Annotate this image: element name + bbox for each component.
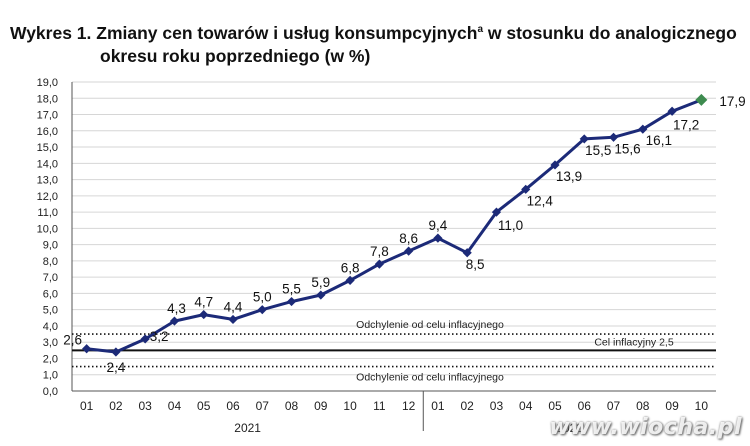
y-tick-label: 18,0	[37, 93, 58, 105]
y-tick-label: 2,0	[43, 353, 58, 365]
data-point	[491, 207, 502, 217]
y-tick-label: 10,0	[37, 223, 58, 235]
y-tick-label: 11,0	[37, 207, 58, 219]
data-label: 9,4	[429, 218, 448, 233]
x-tick-label: 03	[139, 399, 153, 413]
y-tick-label: 4,0	[43, 321, 58, 333]
data-point	[169, 316, 180, 326]
data-label: 13,9	[556, 169, 582, 184]
x-tick-label: 08	[285, 399, 299, 413]
data-label: 2,4	[107, 360, 126, 375]
data-label: 5,0	[253, 290, 272, 305]
data-label: 4,3	[167, 301, 186, 316]
y-tick-label: 13,0	[37, 175, 58, 187]
data-point	[316, 290, 326, 300]
chart-title-line2: okresu roku poprzedniego (w %)	[100, 45, 371, 66]
x-tick-label: 02	[109, 399, 123, 413]
series-line	[86, 98, 702, 354]
data-label: 17,2	[673, 117, 699, 132]
data-label: 12,4	[527, 193, 554, 208]
data-point	[433, 233, 443, 243]
target-line-label: Cel inflacyjny 2,5	[594, 336, 674, 348]
x-tick-label: 09	[314, 399, 328, 413]
chart-title-line1: Wykres 1. Zmiany cen towarów i usług kon…	[10, 22, 478, 43]
x-tick-label: 05	[548, 399, 562, 413]
x-tick-label: 07	[607, 399, 621, 413]
y-tick-label: 0,0	[43, 386, 58, 398]
x-tick-label: 12	[402, 399, 416, 413]
y-tick-label: 3,0	[43, 337, 58, 349]
data-label: 6,8	[341, 260, 360, 275]
y-tick-label: 12,0	[37, 191, 58, 203]
data-point	[199, 309, 209, 320]
data-label: 7,8	[370, 244, 389, 259]
data-point	[257, 305, 267, 315]
x-tick-label: 06	[578, 399, 592, 413]
data-point	[140, 334, 150, 344]
tolerance-upper-label: Odchylenie od celu inflacyjnego	[356, 319, 504, 331]
y-tick-label: 1,0	[43, 370, 58, 382]
data-point	[695, 93, 708, 106]
year-label: 2022	[556, 421, 583, 435]
data-point	[521, 184, 531, 194]
data-point	[667, 106, 677, 116]
y-tick-label: 15,0	[37, 142, 58, 154]
x-tick-label: 02	[461, 399, 475, 413]
chart-title-line1-rest: w stosunku do analogicznego	[483, 22, 737, 43]
x-tick-label: 04	[168, 399, 182, 413]
data-label: 4,4	[224, 299, 243, 314]
x-tick-label: 06	[226, 399, 240, 413]
y-tick-label: 17,0	[37, 110, 58, 122]
x-tick-label: 09	[665, 399, 679, 413]
data-label: 5,5	[282, 282, 301, 297]
data-point	[404, 246, 414, 256]
x-tick-label: 05	[197, 399, 211, 413]
data-point	[374, 259, 384, 269]
y-tick-label: 5,0	[43, 305, 58, 317]
x-tick-label: 11	[373, 399, 386, 413]
data-point	[579, 134, 589, 144]
data-label: 8,6	[399, 231, 418, 246]
x-tick-label: 01	[80, 399, 94, 413]
y-tick-label: 6,0	[43, 288, 58, 300]
data-point	[228, 314, 238, 325]
y-tick-label: 9,0	[43, 240, 58, 252]
data-point	[286, 296, 297, 307]
data-label: 16,1	[646, 133, 672, 148]
data-point	[550, 160, 560, 170]
x-tick-label: 01	[431, 399, 445, 413]
x-tick-label: 10	[343, 399, 357, 413]
x-tick-label: 04	[519, 399, 533, 413]
x-tick-label: 08	[636, 399, 650, 413]
year-label: 2021	[234, 421, 261, 435]
y-tick-label: 16,0	[37, 126, 58, 138]
chart-title-footnote-mark: a	[477, 24, 484, 35]
y-tick-label: 14,0	[37, 158, 58, 170]
y-tick-label: 19,0	[37, 77, 58, 89]
x-tick-label: 07	[256, 399, 270, 413]
data-point	[638, 124, 648, 134]
x-tick-label: 03	[490, 399, 504, 413]
y-tick-label: 7,0	[43, 272, 58, 284]
data-label: 17,9	[719, 94, 745, 109]
watermark: www.wiocha.pl	[549, 415, 742, 440]
data-label: 3,2	[150, 329, 169, 344]
data-label: 4,7	[194, 295, 213, 310]
data-point	[345, 275, 355, 286]
data-label: 2,6	[63, 333, 82, 348]
data-label: 15,6	[614, 141, 640, 156]
data-label: 8,5	[466, 257, 485, 272]
data-point	[82, 344, 92, 354]
x-tick-label: 10	[695, 399, 709, 413]
data-point	[462, 248, 472, 258]
data-point	[608, 132, 619, 142]
data-label: 15,5	[585, 143, 611, 158]
data-label: 11,0	[498, 218, 523, 233]
tolerance-lower-label: Odchylenie od celu inflacyjnego	[356, 372, 504, 384]
y-tick-label: 8,0	[43, 256, 58, 268]
data-point	[111, 347, 121, 357]
chart-title: Wykres 1. Zmiany cen towarów i usług kon…	[10, 18, 740, 68]
data-label: 5,9	[311, 275, 330, 290]
